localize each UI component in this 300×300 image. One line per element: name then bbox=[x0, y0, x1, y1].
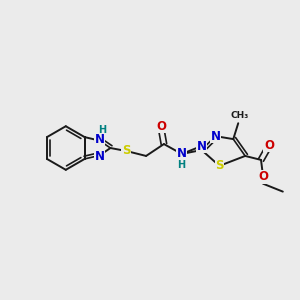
Text: N: N bbox=[94, 133, 104, 146]
Text: N: N bbox=[94, 150, 104, 163]
Text: H: H bbox=[177, 160, 185, 170]
Text: N: N bbox=[210, 130, 220, 142]
Text: N: N bbox=[196, 140, 207, 152]
Text: O: O bbox=[156, 120, 166, 133]
Text: S: S bbox=[122, 145, 130, 158]
Text: CH₃: CH₃ bbox=[230, 111, 248, 120]
Text: S: S bbox=[215, 159, 224, 172]
Text: H: H bbox=[98, 125, 106, 135]
Text: N: N bbox=[177, 148, 187, 160]
Text: O: O bbox=[264, 139, 274, 152]
Text: O: O bbox=[258, 170, 268, 183]
